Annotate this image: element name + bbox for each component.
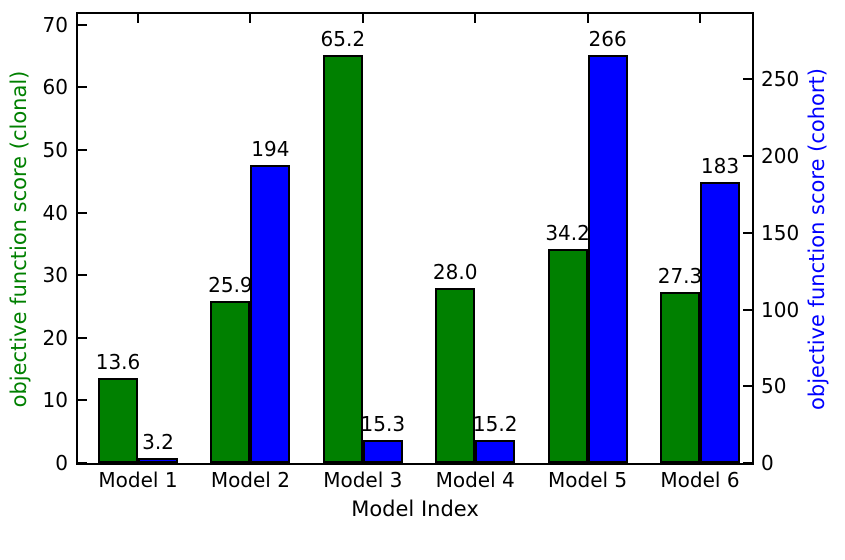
plot-area (76, 12, 754, 465)
left-axis-tick-mark (78, 336, 87, 339)
bar-clonal-1 (98, 377, 138, 463)
left-y-axis-title: objective function score (clonal) (7, 70, 31, 408)
bar-clonal-2 (210, 300, 251, 463)
bar-value-label: 34.2 (545, 220, 590, 245)
right-axis-tick-mark (743, 231, 752, 234)
left-axis-tick-mark (78, 86, 87, 89)
left-axis-tick-mark (78, 23, 87, 26)
left-axis-tick-mark (78, 211, 87, 214)
bar-value-label: 15.2 (472, 411, 518, 436)
left-axis-tick-label: 0 (55, 451, 68, 475)
x-axis-tick-label: Model 1 (98, 468, 178, 492)
right-axis-tick-label: 200 (761, 144, 800, 169)
right-axis-tick-label: 250 (761, 67, 800, 92)
bar-value-label: 65.2 (320, 26, 366, 51)
left-axis-tick-label: 20 (42, 325, 68, 350)
left-axis-tick-mark (78, 274, 87, 277)
left-axis-tick-label: 30 (42, 263, 68, 288)
bar-clonal-3 (322, 54, 363, 463)
right-axis-tick-label: 150 (761, 220, 800, 245)
left-axis-tick-label: 60 (42, 75, 68, 100)
right-axis-tick-mark (743, 462, 752, 464)
bar-value-label: 194 (251, 137, 290, 162)
right-axis-tick-mark (743, 308, 752, 311)
bar-clonal-6 (660, 292, 700, 463)
right-axis-tick-label: 100 (761, 297, 800, 322)
top-axis-tick-mark (361, 14, 364, 23)
top-axis-tick-mark (249, 14, 252, 23)
bar-cohort-5 (587, 54, 628, 463)
x-axis-title: Model Index (351, 497, 479, 521)
right-axis-tick-mark (743, 78, 752, 81)
right-axis-tick-label: 50 (761, 374, 787, 399)
x-axis-tick-label: Model 2 (210, 468, 290, 492)
left-axis-tick-label: 40 (42, 200, 68, 225)
bar-cohort-1 (138, 458, 178, 463)
bar-value-label: 266 (588, 26, 627, 51)
top-axis-tick-mark (474, 14, 477, 23)
bar-value-label: 28.0 (432, 259, 478, 284)
top-axis-tick-mark (137, 14, 139, 23)
left-axis-tick-label: 10 (42, 388, 68, 413)
bar-cohort-2 (250, 165, 291, 463)
bar-value-label: 15.3 (360, 411, 406, 436)
bar-cohort-6 (700, 182, 740, 463)
bar-clonal-5 (547, 248, 588, 463)
left-axis-tick-mark (78, 148, 87, 151)
bar-value-label: 183 (700, 154, 740, 179)
x-axis-tick-label: Model 5 (548, 468, 628, 492)
bar-value-label: 27.3 (657, 264, 703, 289)
left-axis-tick-label: 50 (42, 137, 68, 162)
left-axis-tick-label: 70 (42, 12, 68, 37)
left-axis-tick-mark (78, 462, 87, 464)
x-axis-tick-label: Model 3 (323, 468, 403, 492)
bar-value-label: 25.9 (208, 272, 253, 297)
bar-value-label: 3.2 (142, 430, 174, 455)
bar-cohort-4 (475, 439, 516, 463)
top-axis-tick-mark (699, 14, 701, 23)
x-axis-tick-label: Model 6 (660, 468, 740, 492)
bar-value-label: 13.6 (95, 349, 141, 374)
right-axis-tick-label: 0 (761, 451, 774, 475)
x-axis-tick-label: Model 4 (435, 468, 515, 492)
left-axis-tick-mark (78, 399, 87, 402)
top-axis-tick-mark (586, 14, 589, 23)
right-axis-tick-mark (743, 155, 752, 158)
bar-cohort-3 (362, 439, 403, 463)
bar-clonal-4 (435, 287, 476, 463)
right-axis-tick-mark (743, 385, 752, 388)
